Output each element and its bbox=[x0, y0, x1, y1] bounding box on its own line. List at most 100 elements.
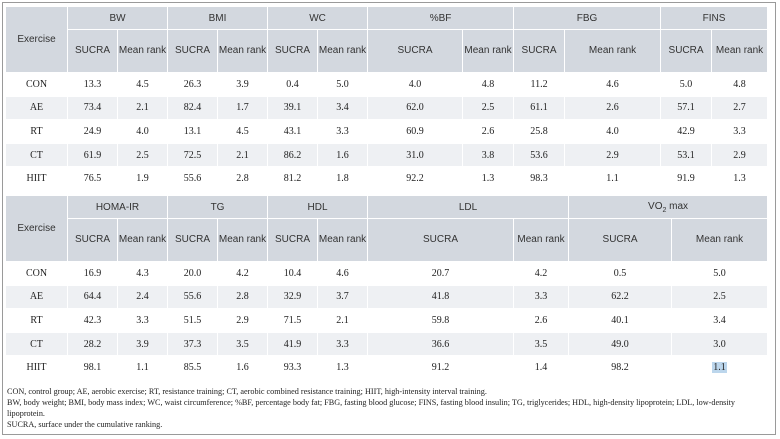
table-cell: 1.1 bbox=[671, 355, 769, 380]
sub-header-mean-rank: Mean rank bbox=[564, 29, 662, 73]
sub-header-sucra: SUCRA bbox=[660, 29, 713, 73]
group-header-homa-ir: HOMA-IR bbox=[67, 195, 168, 219]
footnote-abbreviations-outcomes: BW, body weight; BMI, body mass index; W… bbox=[7, 398, 736, 418]
group-header-bw: BW bbox=[66, 6, 169, 30]
table-cell: 72.5 bbox=[167, 142, 219, 168]
table-cell: 28.2 bbox=[67, 331, 118, 357]
table-cell: 92.2 bbox=[367, 166, 464, 191]
exercise-header: Exercise bbox=[5, 6, 68, 73]
table-cell: 4.8 bbox=[462, 72, 515, 97]
table-cell: 91.2 bbox=[367, 355, 515, 380]
table-cell: 2.6 bbox=[513, 308, 570, 333]
table-cell: 4.8 bbox=[711, 72, 769, 97]
table-cell: 20.7 bbox=[367, 261, 515, 286]
sub-header-sucra: SUCRA bbox=[513, 29, 566, 73]
group-header-bf: %BF bbox=[367, 6, 515, 30]
table-cell: 3.9 bbox=[217, 72, 269, 97]
table-cell: 5.0 bbox=[671, 261, 769, 286]
table-cell: 1.1 bbox=[564, 166, 662, 191]
row-exercise-label: CT bbox=[5, 331, 68, 357]
table-cell: 1.9 bbox=[116, 166, 169, 191]
sub-header-sucra: SUCRA bbox=[67, 29, 118, 73]
table-cell: 59.8 bbox=[367, 308, 515, 333]
table-cell: 93.3 bbox=[267, 355, 319, 380]
table-cell: 2.8 bbox=[217, 166, 269, 191]
table-cell: 1.6 bbox=[216, 355, 269, 380]
row-exercise-label: RT bbox=[5, 308, 68, 333]
table-row: CON 13.3 4.5 26.3 3.9 0.4 5.0 4.0 4.8 11… bbox=[5, 72, 769, 97]
table-cell: 2.6 bbox=[462, 119, 515, 144]
table-cell: 53.1 bbox=[660, 142, 713, 168]
table-cell: 98.1 bbox=[67, 355, 118, 380]
table-cell: 4.2 bbox=[513, 261, 570, 286]
table-cell: 86.2 bbox=[267, 142, 319, 168]
table-cell: 71.5 bbox=[267, 308, 319, 333]
table-cell: 10.4 bbox=[267, 261, 319, 286]
sub-header-sucra: SUCRA bbox=[167, 218, 218, 262]
table-cell: 2.9 bbox=[564, 142, 662, 168]
sub-header-mean-rank: Mean rank bbox=[216, 218, 269, 262]
table-cell: 43.1 bbox=[267, 119, 319, 144]
table-row: HIIT 98.1 1.1 85.5 1.6 93.3 1.3 91.2 1.4… bbox=[5, 355, 769, 380]
group-header-fbg: FBG bbox=[513, 6, 662, 30]
row-exercise-label: HIIT bbox=[5, 355, 68, 380]
table-row: CT 61.9 2.5 72.5 2.1 86.2 1.6 31.0 3.8 5… bbox=[5, 142, 769, 168]
table-cell: 2.1 bbox=[116, 95, 169, 121]
table-cell: 55.6 bbox=[167, 284, 218, 310]
table-cell: 2.1 bbox=[317, 308, 369, 333]
table-cell: 3.0 bbox=[671, 331, 769, 357]
table-cell: 31.0 bbox=[367, 142, 464, 168]
sub-header-sucra: SUCRA bbox=[367, 29, 464, 73]
table-cell: 3.3 bbox=[317, 331, 369, 357]
table-cell: 60.9 bbox=[367, 119, 464, 144]
table-cell: 98.2 bbox=[568, 355, 673, 380]
row-exercise-label: CT bbox=[5, 142, 68, 168]
table-cell: 61.9 bbox=[67, 142, 118, 168]
table-row: CON 16.9 4.3 20.0 4.2 10.4 4.6 20.7 4.2 … bbox=[5, 261, 769, 286]
table-row: RT 42.3 3.3 51.5 2.9 71.5 2.1 59.8 2.6 4… bbox=[5, 308, 769, 333]
table-cell: 20.0 bbox=[167, 261, 218, 286]
table-cell: 1.1 bbox=[117, 355, 168, 380]
table-cell: 39.1 bbox=[267, 95, 319, 121]
table-cell: 4.0 bbox=[116, 119, 169, 144]
sub-header-mean-rank: Mean rank bbox=[117, 218, 168, 262]
sub-header-mean-rank: Mean rank bbox=[671, 218, 769, 262]
sub-header-sucra: SUCRA bbox=[367, 218, 515, 262]
table-cell: 0.5 bbox=[568, 261, 673, 286]
sub-header-mean-rank: Mean rank bbox=[711, 29, 769, 73]
sub-header-sucra: SUCRA bbox=[167, 29, 219, 73]
sub-header-sucra: SUCRA bbox=[568, 218, 673, 262]
table-cell: 2.9 bbox=[711, 142, 769, 168]
table-cell: 1.4 bbox=[513, 355, 570, 380]
table-cell: 37.3 bbox=[167, 331, 218, 357]
table-cell: 76.5 bbox=[67, 166, 118, 191]
table-cell: 73.4 bbox=[67, 95, 118, 121]
table-cell: 2.5 bbox=[116, 142, 169, 168]
table-cell: 40.1 bbox=[568, 308, 673, 333]
table-cell: 3.5 bbox=[216, 331, 269, 357]
sub-header-mean-rank: Mean rank bbox=[217, 29, 269, 73]
sub-header-mean-rank: Mean rank bbox=[116, 29, 169, 73]
table-cell: 81.2 bbox=[267, 166, 319, 191]
sub-header-sucra: SUCRA bbox=[67, 218, 118, 262]
table-cell: 2.4 bbox=[117, 284, 168, 310]
table-cell: 41.8 bbox=[367, 284, 515, 310]
table-cell: 62.2 bbox=[568, 284, 673, 310]
table-cell: 5.0 bbox=[317, 72, 369, 97]
table-cell: 42.9 bbox=[660, 119, 713, 144]
table-cell: 2.9 bbox=[216, 308, 269, 333]
table-cell: 53.6 bbox=[513, 142, 566, 168]
table-cell: 3.7 bbox=[317, 284, 369, 310]
table-cell: 4.2 bbox=[216, 261, 269, 286]
table-cell: 36.6 bbox=[367, 331, 515, 357]
table-cell: 11.2 bbox=[513, 72, 566, 97]
group-header-wc: WC bbox=[267, 6, 369, 30]
highlighted-value[interactable]: 1.1 bbox=[712, 362, 727, 374]
table-cell: 4.5 bbox=[217, 119, 269, 144]
sub-header-mean-rank: Mean rank bbox=[317, 218, 369, 262]
table-cell: 3.5 bbox=[513, 331, 570, 357]
table-cell: 41.9 bbox=[267, 331, 319, 357]
table-cell: 2.1 bbox=[217, 142, 269, 168]
group-header-fins: FINS bbox=[660, 6, 769, 30]
table-row: RT 24.9 4.0 13.1 4.5 43.1 3.3 60.9 2.6 2… bbox=[5, 119, 769, 144]
